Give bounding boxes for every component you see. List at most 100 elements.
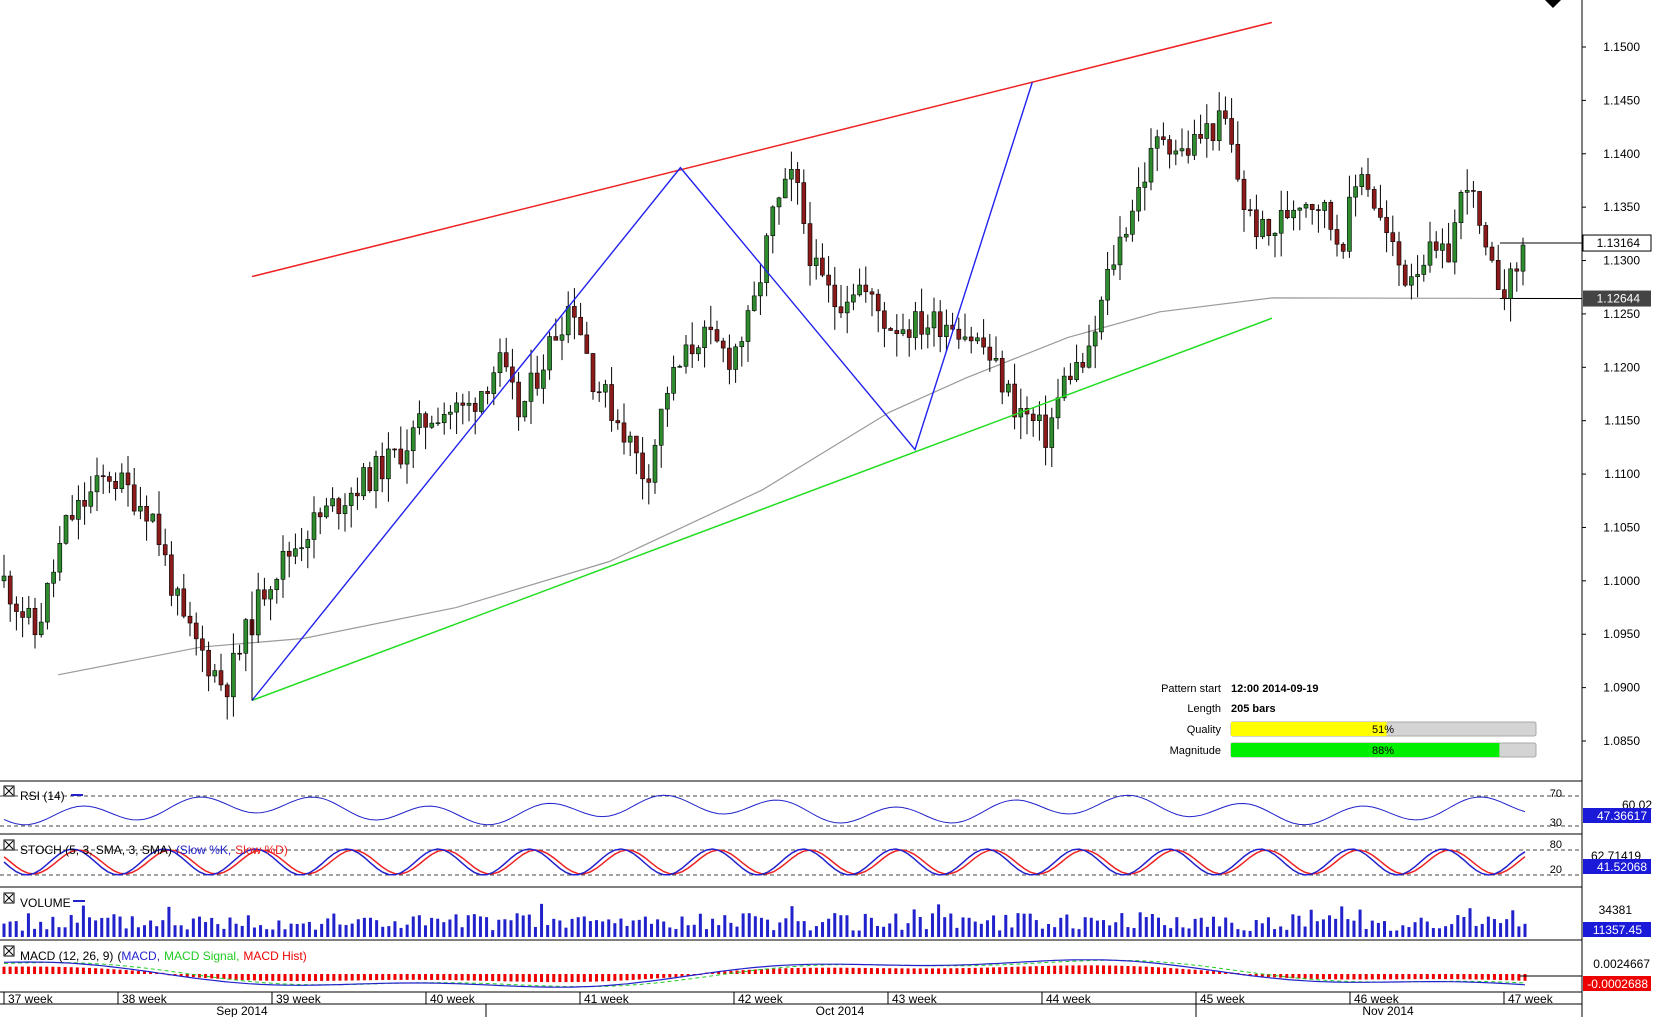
- candle: [937, 300, 943, 353]
- candle-body: [243, 619, 249, 654]
- volume-bar: [399, 927, 403, 937]
- volume-bar: [1156, 917, 1160, 937]
- candle-body: [516, 381, 521, 418]
- candle-body: [956, 328, 962, 340]
- macd-hist-bar: [906, 968, 910, 974]
- candle: [1340, 242, 1346, 259]
- volume-bar: [197, 916, 201, 937]
- week-label: 39 week: [276, 992, 322, 1006]
- volume-bar: [924, 929, 928, 937]
- candle-body: [931, 311, 937, 329]
- macd-hist-bar: [1370, 974, 1374, 980]
- candle: [640, 437, 645, 500]
- candle: [702, 320, 707, 368]
- candle-body: [770, 206, 776, 237]
- candle: [268, 586, 273, 621]
- volume-bar: [448, 919, 452, 937]
- volume-bar: [222, 928, 226, 937]
- candle-body: [1061, 375, 1067, 399]
- macd-hist-bar: [668, 974, 672, 978]
- candle: [1371, 186, 1377, 211]
- candle-body: [181, 588, 187, 617]
- macd-hist-bar: [656, 974, 660, 979]
- candle-body: [1, 575, 7, 582]
- macd-hist-bar: [442, 974, 446, 981]
- candle: [88, 476, 94, 514]
- macd-hist-bar: [1169, 968, 1173, 974]
- volume-bar: [1395, 930, 1399, 937]
- candle-body: [286, 550, 292, 557]
- macd-hist-bar: [1413, 974, 1417, 980]
- candle-body: [417, 413, 422, 429]
- candle-body: [404, 450, 410, 465]
- candle-body: [758, 282, 763, 297]
- candle: [863, 266, 869, 303]
- macd-panel: MACD (12, 26, 9) (MACD, MACD Signal, MACD H…: [0, 939, 1651, 991]
- candle-body: [634, 435, 639, 454]
- volume-bar: [1187, 928, 1191, 937]
- volume-bar: [552, 918, 556, 937]
- volume-bar: [656, 919, 660, 937]
- candle-body: [646, 478, 652, 483]
- macd-hist-bar: [680, 974, 684, 977]
- candle: [1427, 221, 1433, 273]
- volume-bar: [387, 926, 391, 937]
- volume-bar: [1419, 917, 1423, 937]
- macd-signal-line: [3, 959, 1526, 988]
- macd-hist-bar: [637, 974, 641, 980]
- price-tick-label: 1.0900: [1603, 681, 1640, 695]
- macd-hist-bar: [1419, 974, 1423, 980]
- candle-body: [553, 336, 559, 341]
- scroll-marker-icon[interactable]: [1545, 0, 1561, 8]
- candle-body: [820, 257, 825, 276]
- macd-hist-bar: [362, 974, 366, 981]
- candle-body: [113, 481, 118, 489]
- volume-bar: [442, 922, 446, 937]
- macd-hist-bar: [821, 967, 825, 974]
- volume-bar: [631, 920, 635, 937]
- volume-bar: [179, 925, 183, 937]
- candle-body: [187, 615, 193, 624]
- volume-bar: [949, 913, 953, 937]
- candle: [45, 582, 50, 630]
- candle-body: [764, 235, 769, 283]
- candle: [1105, 251, 1110, 315]
- macd-hist-bar: [350, 974, 354, 981]
- macd-hist-bar: [979, 967, 983, 974]
- macd-hist-bar: [277, 974, 281, 981]
- candle-body: [169, 554, 174, 596]
- candle: [1, 554, 7, 588]
- candle-body: [107, 476, 112, 482]
- macd-hist-bar: [1285, 974, 1289, 978]
- candle-body: [727, 347, 732, 370]
- volume-bar: [680, 916, 684, 937]
- volume-bar: [814, 926, 818, 937]
- candle-body: [1049, 417, 1055, 448]
- volume-bar: [698, 913, 702, 937]
- week-label: 37 week: [8, 992, 54, 1006]
- volume-bar: [491, 930, 495, 937]
- candle-body: [1297, 207, 1303, 211]
- month-label: Sep 2014: [216, 1004, 268, 1017]
- macd-hist-bar: [1132, 966, 1136, 974]
- macd-hist-bar: [1193, 969, 1197, 974]
- volume-bar: [20, 930, 24, 937]
- candle-body: [472, 402, 478, 412]
- macd-hist-bar: [26, 966, 30, 974]
- volume-bar: [332, 913, 336, 937]
- candle: [274, 577, 280, 604]
- volume-bar: [711, 918, 715, 937]
- volume-bar: [1059, 917, 1063, 937]
- candle-body: [975, 337, 980, 342]
- macd-hist-bar: [1346, 974, 1350, 980]
- macd-hist-bar: [527, 974, 531, 982]
- macd-hist-bar: [1016, 966, 1020, 974]
- candle: [1161, 122, 1166, 146]
- candle: [1117, 216, 1123, 281]
- macd-hist-bar: [369, 974, 373, 981]
- macd-hist-bar: [69, 967, 73, 974]
- candle-body: [1210, 123, 1216, 142]
- candle-body: [125, 472, 131, 486]
- macd-hist-bar: [301, 974, 305, 982]
- candle-body: [1520, 244, 1526, 272]
